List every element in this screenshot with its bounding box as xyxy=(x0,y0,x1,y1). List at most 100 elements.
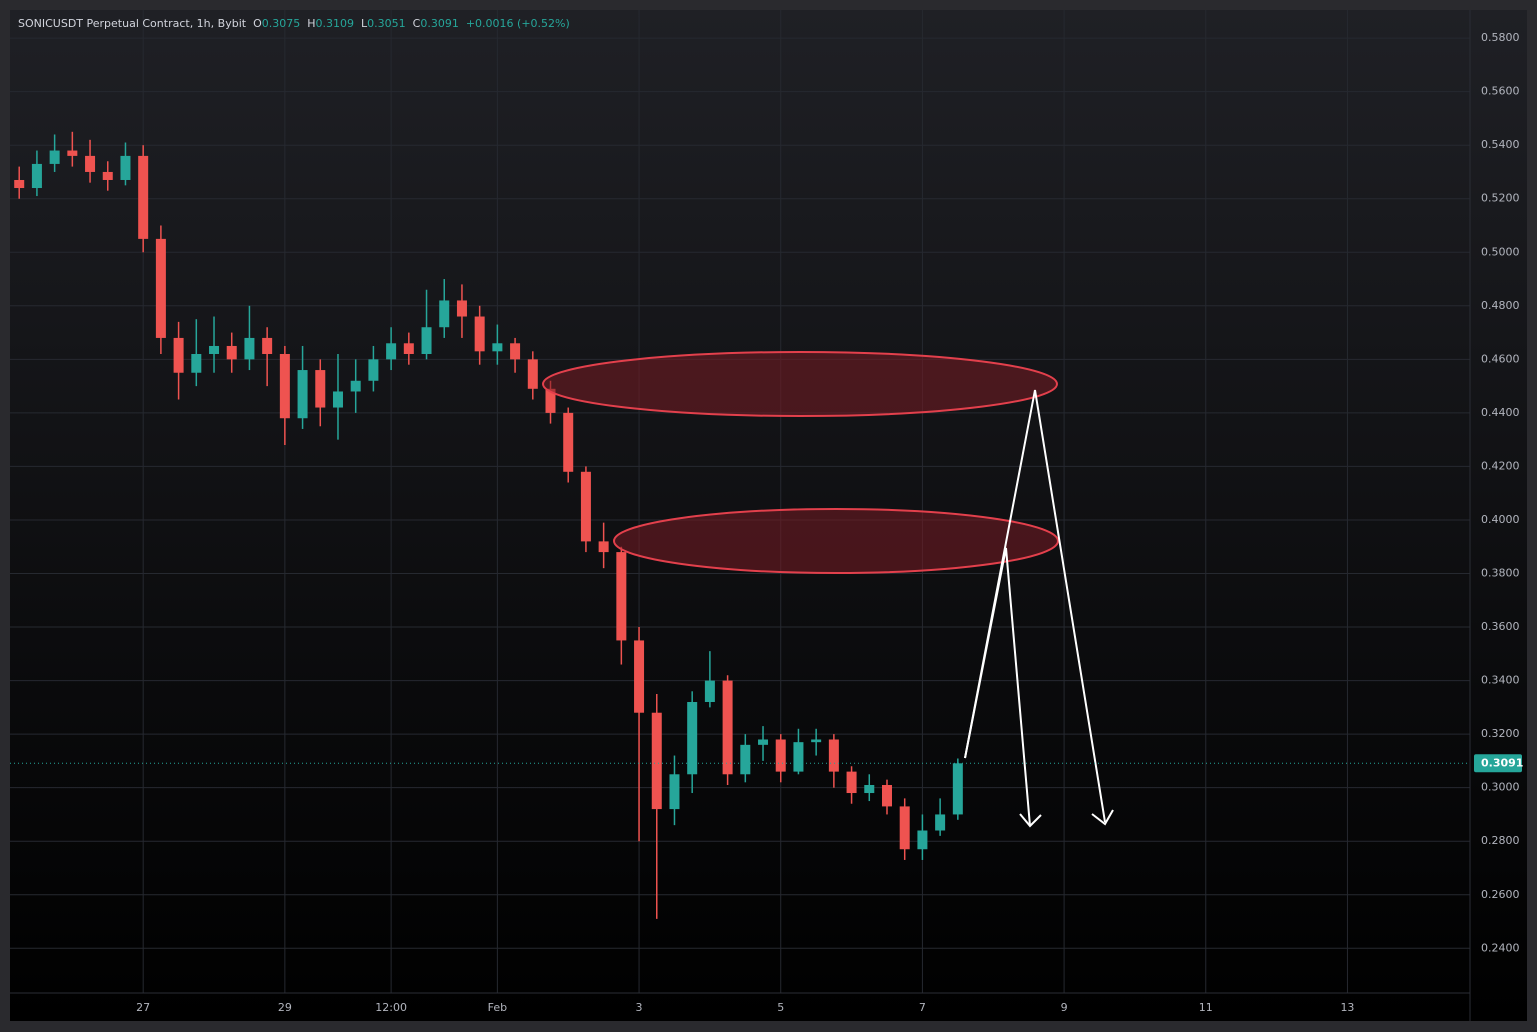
ohlc-value: 0.3091 xyxy=(420,17,459,30)
candle-body xyxy=(952,763,963,815)
ohlc-label: L xyxy=(361,17,368,30)
candle-body xyxy=(262,337,273,354)
x-tick-label: 3 xyxy=(636,1001,643,1014)
candle-body xyxy=(563,412,574,472)
x-tick-label: Feb xyxy=(488,1001,507,1014)
candle-body xyxy=(510,343,521,360)
y-tick-label: 0.4600 xyxy=(1481,352,1520,365)
candle-body xyxy=(899,806,910,850)
candle-body xyxy=(881,784,892,807)
candle-body xyxy=(386,343,397,360)
candle-body xyxy=(545,388,556,413)
ohlc-change: +0.0016 (+0.52%) xyxy=(465,17,570,30)
candle-body xyxy=(758,739,769,745)
candle-body xyxy=(297,370,308,419)
candle-body xyxy=(31,163,42,189)
candle-body xyxy=(456,300,467,317)
chart-header: SONICUSDT Perpetual Contract, 1h, Bybit … xyxy=(18,17,570,30)
y-tick-label: 0.4400 xyxy=(1481,406,1520,419)
candle-body xyxy=(474,316,485,352)
y-tick-label: 0.5000 xyxy=(1481,245,1520,258)
candle-body xyxy=(279,353,290,419)
candle-body xyxy=(403,343,414,354)
candle-body xyxy=(687,702,698,775)
candle-body xyxy=(350,380,361,392)
candle-body xyxy=(846,771,857,794)
candle-body xyxy=(226,345,237,360)
ohlc-label: H xyxy=(307,17,316,30)
projection-arrow xyxy=(964,547,1031,827)
candle-body xyxy=(492,343,503,352)
y-tick-label: 0.4200 xyxy=(1481,459,1520,472)
arrow-head xyxy=(1091,809,1114,826)
candle-body xyxy=(722,680,733,775)
candle-body xyxy=(935,814,946,831)
y-tick-label: 0.2600 xyxy=(1481,888,1520,901)
x-tick-label: 13 xyxy=(1340,1001,1354,1014)
candle-body xyxy=(793,742,804,772)
resistance-zone xyxy=(542,351,1058,417)
y-tick-label: 0.3800 xyxy=(1481,567,1520,580)
resistance-zone xyxy=(613,508,1059,574)
candle-body xyxy=(704,680,715,703)
candle-body xyxy=(120,155,131,180)
ohlc-label: C xyxy=(412,17,421,30)
ohlc-value: 0.3075 xyxy=(261,17,301,30)
candle-body xyxy=(49,150,60,164)
candle-body xyxy=(669,774,680,810)
ohlc-value: 0.3051 xyxy=(367,17,406,30)
x-tick-label: 9 xyxy=(1061,1001,1068,1014)
candle-body xyxy=(616,552,627,641)
y-tick-label: 0.2800 xyxy=(1481,834,1520,847)
arrow-head xyxy=(1019,813,1042,828)
candle-body xyxy=(155,238,166,338)
candle-body xyxy=(368,359,379,381)
candle-body xyxy=(740,744,751,775)
y-tick-label: 0.4000 xyxy=(1481,513,1520,526)
candle-body xyxy=(173,337,184,373)
candle-body xyxy=(828,739,839,772)
y-tick-label: 0.3000 xyxy=(1481,781,1520,794)
y-tick-label: 0.5600 xyxy=(1481,85,1520,98)
ohlc-label: O xyxy=(253,17,262,30)
y-tick-label: 0.4800 xyxy=(1481,299,1520,312)
candle-body xyxy=(917,830,928,850)
candle-body xyxy=(332,391,343,408)
x-tick-label: 12:00 xyxy=(375,1001,407,1014)
candle-body xyxy=(14,179,25,189)
symbol-title: SONICUSDT Perpetual Contract, 1h, Bybit xyxy=(18,17,247,30)
candle-body xyxy=(580,471,591,542)
candle-body xyxy=(634,640,645,713)
candle-body xyxy=(651,712,662,810)
x-tick-label: 11 xyxy=(1199,1001,1213,1014)
last-price-box xyxy=(1474,754,1522,773)
candle-body xyxy=(67,150,78,156)
x-tick-label: 29 xyxy=(278,1001,292,1014)
candle-body xyxy=(421,327,432,354)
candle-body xyxy=(864,784,875,794)
x-tick-label: 5 xyxy=(777,1001,784,1014)
candle-body xyxy=(244,337,255,360)
last-price-label: 0.3091 xyxy=(1481,756,1523,769)
x-tick-label: 27 xyxy=(136,1001,150,1014)
candle-body xyxy=(85,155,96,172)
candle-body xyxy=(191,353,202,373)
candle-body xyxy=(138,155,149,239)
candle-body xyxy=(598,541,609,553)
y-tick-label: 0.3200 xyxy=(1481,727,1520,740)
ohlc-value: 0.3109 xyxy=(315,17,355,30)
y-tick-label: 0.5800 xyxy=(1481,31,1520,44)
candle-body xyxy=(102,171,113,180)
y-tick-label: 0.2400 xyxy=(1481,941,1520,954)
candle-body xyxy=(209,345,220,354)
y-tick-label: 0.5200 xyxy=(1481,192,1520,205)
candle-body xyxy=(775,739,786,772)
candle-body xyxy=(527,359,538,389)
candle-body xyxy=(811,739,822,743)
candle-body xyxy=(315,370,326,408)
candle-body xyxy=(439,300,450,328)
x-tick-label: 7 xyxy=(919,1001,926,1014)
y-tick-label: 0.3400 xyxy=(1481,674,1520,687)
